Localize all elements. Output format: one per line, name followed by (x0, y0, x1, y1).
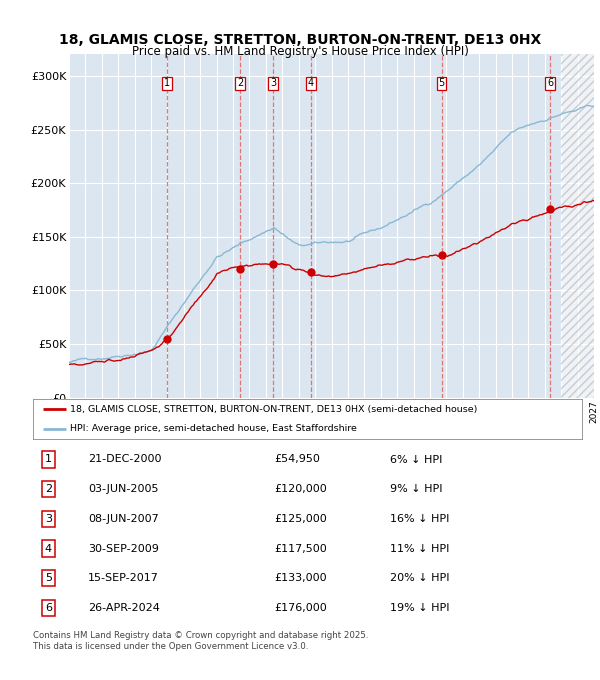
Text: £117,500: £117,500 (275, 543, 328, 554)
Text: £120,000: £120,000 (275, 484, 328, 494)
Text: 5: 5 (439, 78, 445, 88)
Text: 4: 4 (308, 78, 314, 88)
Text: 2: 2 (237, 78, 243, 88)
Text: This data is licensed under the Open Government Licence v3.0.: This data is licensed under the Open Gov… (33, 642, 308, 651)
Text: 3: 3 (270, 78, 276, 88)
Text: 19% ↓ HPI: 19% ↓ HPI (390, 603, 449, 613)
Text: £176,000: £176,000 (275, 603, 328, 613)
Text: 08-JUN-2007: 08-JUN-2007 (88, 514, 158, 524)
Text: 6% ↓ HPI: 6% ↓ HPI (390, 454, 442, 464)
Text: 9% ↓ HPI: 9% ↓ HPI (390, 484, 442, 494)
Text: £54,950: £54,950 (275, 454, 320, 464)
Text: 5: 5 (45, 573, 52, 583)
Text: 3: 3 (45, 514, 52, 524)
Text: HPI: Average price, semi-detached house, East Staffordshire: HPI: Average price, semi-detached house,… (70, 424, 357, 433)
Text: 2: 2 (45, 484, 52, 494)
Text: £125,000: £125,000 (275, 514, 328, 524)
Text: 6: 6 (547, 78, 553, 88)
Text: 18, GLAMIS CLOSE, STRETTON, BURTON-ON-TRENT, DE13 0HX (semi-detached house): 18, GLAMIS CLOSE, STRETTON, BURTON-ON-TR… (70, 405, 478, 413)
Text: 18, GLAMIS CLOSE, STRETTON, BURTON-ON-TRENT, DE13 0HX: 18, GLAMIS CLOSE, STRETTON, BURTON-ON-TR… (59, 33, 541, 47)
Text: 15-SEP-2017: 15-SEP-2017 (88, 573, 159, 583)
Text: 16% ↓ HPI: 16% ↓ HPI (390, 514, 449, 524)
Text: 30-SEP-2009: 30-SEP-2009 (88, 543, 159, 554)
Text: Price paid vs. HM Land Registry's House Price Index (HPI): Price paid vs. HM Land Registry's House … (131, 45, 469, 58)
Text: 21-DEC-2000: 21-DEC-2000 (88, 454, 161, 464)
Text: £133,000: £133,000 (275, 573, 327, 583)
Text: 26-APR-2024: 26-APR-2024 (88, 603, 160, 613)
Text: 20% ↓ HPI: 20% ↓ HPI (390, 573, 449, 583)
Text: 03-JUN-2005: 03-JUN-2005 (88, 484, 158, 494)
Text: Contains HM Land Registry data © Crown copyright and database right 2025.: Contains HM Land Registry data © Crown c… (33, 631, 368, 640)
Text: 1: 1 (164, 78, 170, 88)
Text: 4: 4 (45, 543, 52, 554)
Text: 1: 1 (45, 454, 52, 464)
Bar (561, 54, 594, 398)
Text: 11% ↓ HPI: 11% ↓ HPI (390, 543, 449, 554)
Text: 6: 6 (45, 603, 52, 613)
